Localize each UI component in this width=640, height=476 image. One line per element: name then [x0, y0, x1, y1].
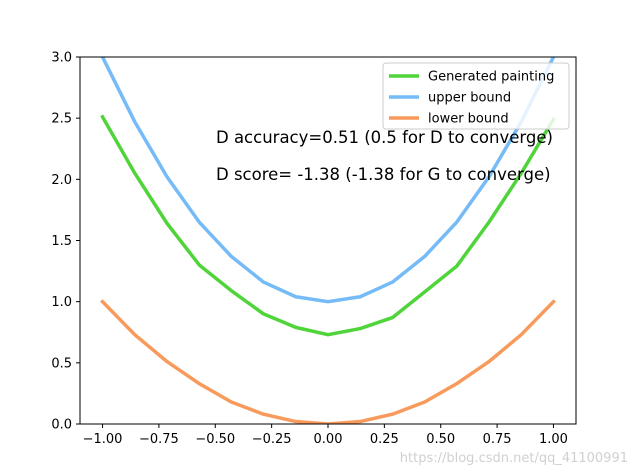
y-tick-label: 3.0 [51, 51, 72, 66]
legend-label-1: upper bound [428, 91, 511, 106]
x-tick-label: −0.50 [195, 432, 235, 447]
x-tick-label: 0.25 [370, 432, 399, 447]
y-tick-label: 1.0 [51, 295, 72, 310]
series-line-2 [100, 299, 556, 424]
y-tick-label: 1.5 [51, 234, 72, 249]
y-tick-label: 0.0 [51, 418, 72, 433]
annotation-d-score: D score= -1.38 (-1.38 for G to converge) [216, 165, 551, 184]
annotation-d-accuracy: D accuracy=0.51 (0.5 for D to converge) [216, 128, 553, 147]
legend-label-0: Generated painting [428, 70, 554, 85]
axes: −1.00 −0.75 −0.50 −0.25 0.00 0.25 0.50 0.75 1.00… [51, 51, 577, 447]
series-line-1 [100, 57, 556, 304]
y-tick-label: 0.5 [51, 356, 72, 371]
x-tick-label: −0.75 [139, 432, 179, 447]
series-layer [100, 57, 556, 424]
x-tick-label: 1.00 [539, 432, 568, 447]
y-tick-label: 2.5 [51, 112, 72, 127]
y-tick-label: 2.0 [51, 173, 72, 188]
x-tick-label: 0.75 [483, 432, 512, 447]
legend-label-2: lower bound [428, 112, 509, 127]
x-tick-label: −1.00 [83, 432, 123, 447]
x-tick-label: −0.25 [252, 432, 292, 447]
legend: Generated painting upper bound lower bound [382, 62, 570, 130]
x-tick-label: 0.50 [426, 432, 455, 447]
watermark: https://blog.csdn.net/qq_41100991 [400, 451, 628, 466]
legend-box [382, 62, 570, 130]
series-line-0 [100, 114, 556, 337]
x-tick-label: 0.00 [314, 432, 343, 447]
